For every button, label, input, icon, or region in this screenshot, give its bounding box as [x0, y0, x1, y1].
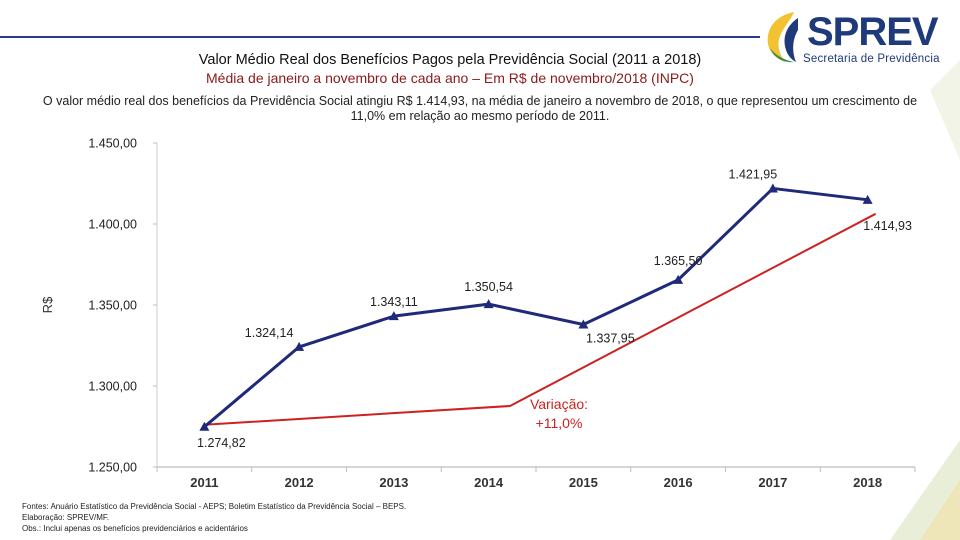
chart-description: O valor médio real dos benefícios da Pre…: [42, 94, 918, 123]
data-point-marker: [862, 194, 873, 204]
x-tick-label: 2017: [758, 475, 787, 490]
chart-subtitle: Média de janeiro a novembro de cada ano …: [206, 70, 694, 86]
variation-line: [204, 212, 877, 426]
data-point-marker: [673, 274, 684, 284]
footnote-elaboration: Elaboração: SPREV/MF.: [22, 513, 110, 522]
y-tick-label: 1.300,00: [88, 380, 137, 394]
sprev-emblem-icon: [767, 12, 798, 63]
data-label: 1.350,54: [464, 280, 513, 294]
series-line: [203, 186, 868, 428]
x-tick-label: 2018: [853, 475, 882, 490]
y-axis-title: R$: [40, 296, 55, 313]
x-tick-label: 2015: [569, 475, 598, 490]
top-right-decoration: [930, 60, 960, 160]
data-point-marker: [578, 319, 589, 329]
x-tick-label: 2013: [379, 475, 408, 490]
data-point-marker: [199, 421, 210, 431]
variation-label: Variação:: [530, 396, 588, 412]
data-label: 1.343,11: [370, 295, 418, 309]
x-tick-label: 2014: [474, 475, 504, 490]
data-point-marker: [294, 341, 305, 351]
data-label: 1.414,93: [863, 219, 912, 233]
data-label: 1.365,50: [654, 254, 703, 268]
corner-decoration: [890, 440, 960, 540]
data-label: 1.274,82: [197, 436, 246, 450]
logo-subtitle: Secretaria de Previdência: [803, 53, 940, 65]
footnote-observation: Obs.: Inclui apenas os benefícios previd…: [22, 524, 248, 533]
footnotes: Fontes: Anuário Estatístico da Previdênc…: [22, 501, 406, 534]
footnote-sources: Fontes: Anuário Estatístico da Previdênc…: [22, 502, 407, 511]
y-tick-label: 1.250,00: [88, 461, 137, 475]
sprev-logo: SPREV Secretaria de Previdência: [762, 8, 958, 74]
data-point-marker: [483, 299, 494, 309]
data-label: 1.324,14: [245, 326, 294, 340]
x-tick-label: 2016: [664, 475, 693, 490]
x-tick-label: 2011: [190, 475, 218, 490]
chart-title: Valor Médio Real dos Benefícios Pagos pe…: [198, 52, 702, 68]
data-point-marker: [767, 183, 778, 193]
y-tick-label: 1.350,00: [88, 299, 137, 313]
data-point-marker: [388, 311, 399, 321]
logo-wordmark: SPREV: [807, 10, 939, 54]
y-tick-label: 1.450,00: [88, 137, 137, 151]
x-tick-label: 2012: [285, 475, 314, 490]
header-rule: [0, 36, 760, 38]
y-tick-label: 1.400,00: [88, 218, 137, 232]
data-label: 1.421,95: [729, 167, 778, 181]
data-label: 1.337,95: [586, 332, 635, 346]
variation-value: +11,0%: [536, 415, 583, 431]
